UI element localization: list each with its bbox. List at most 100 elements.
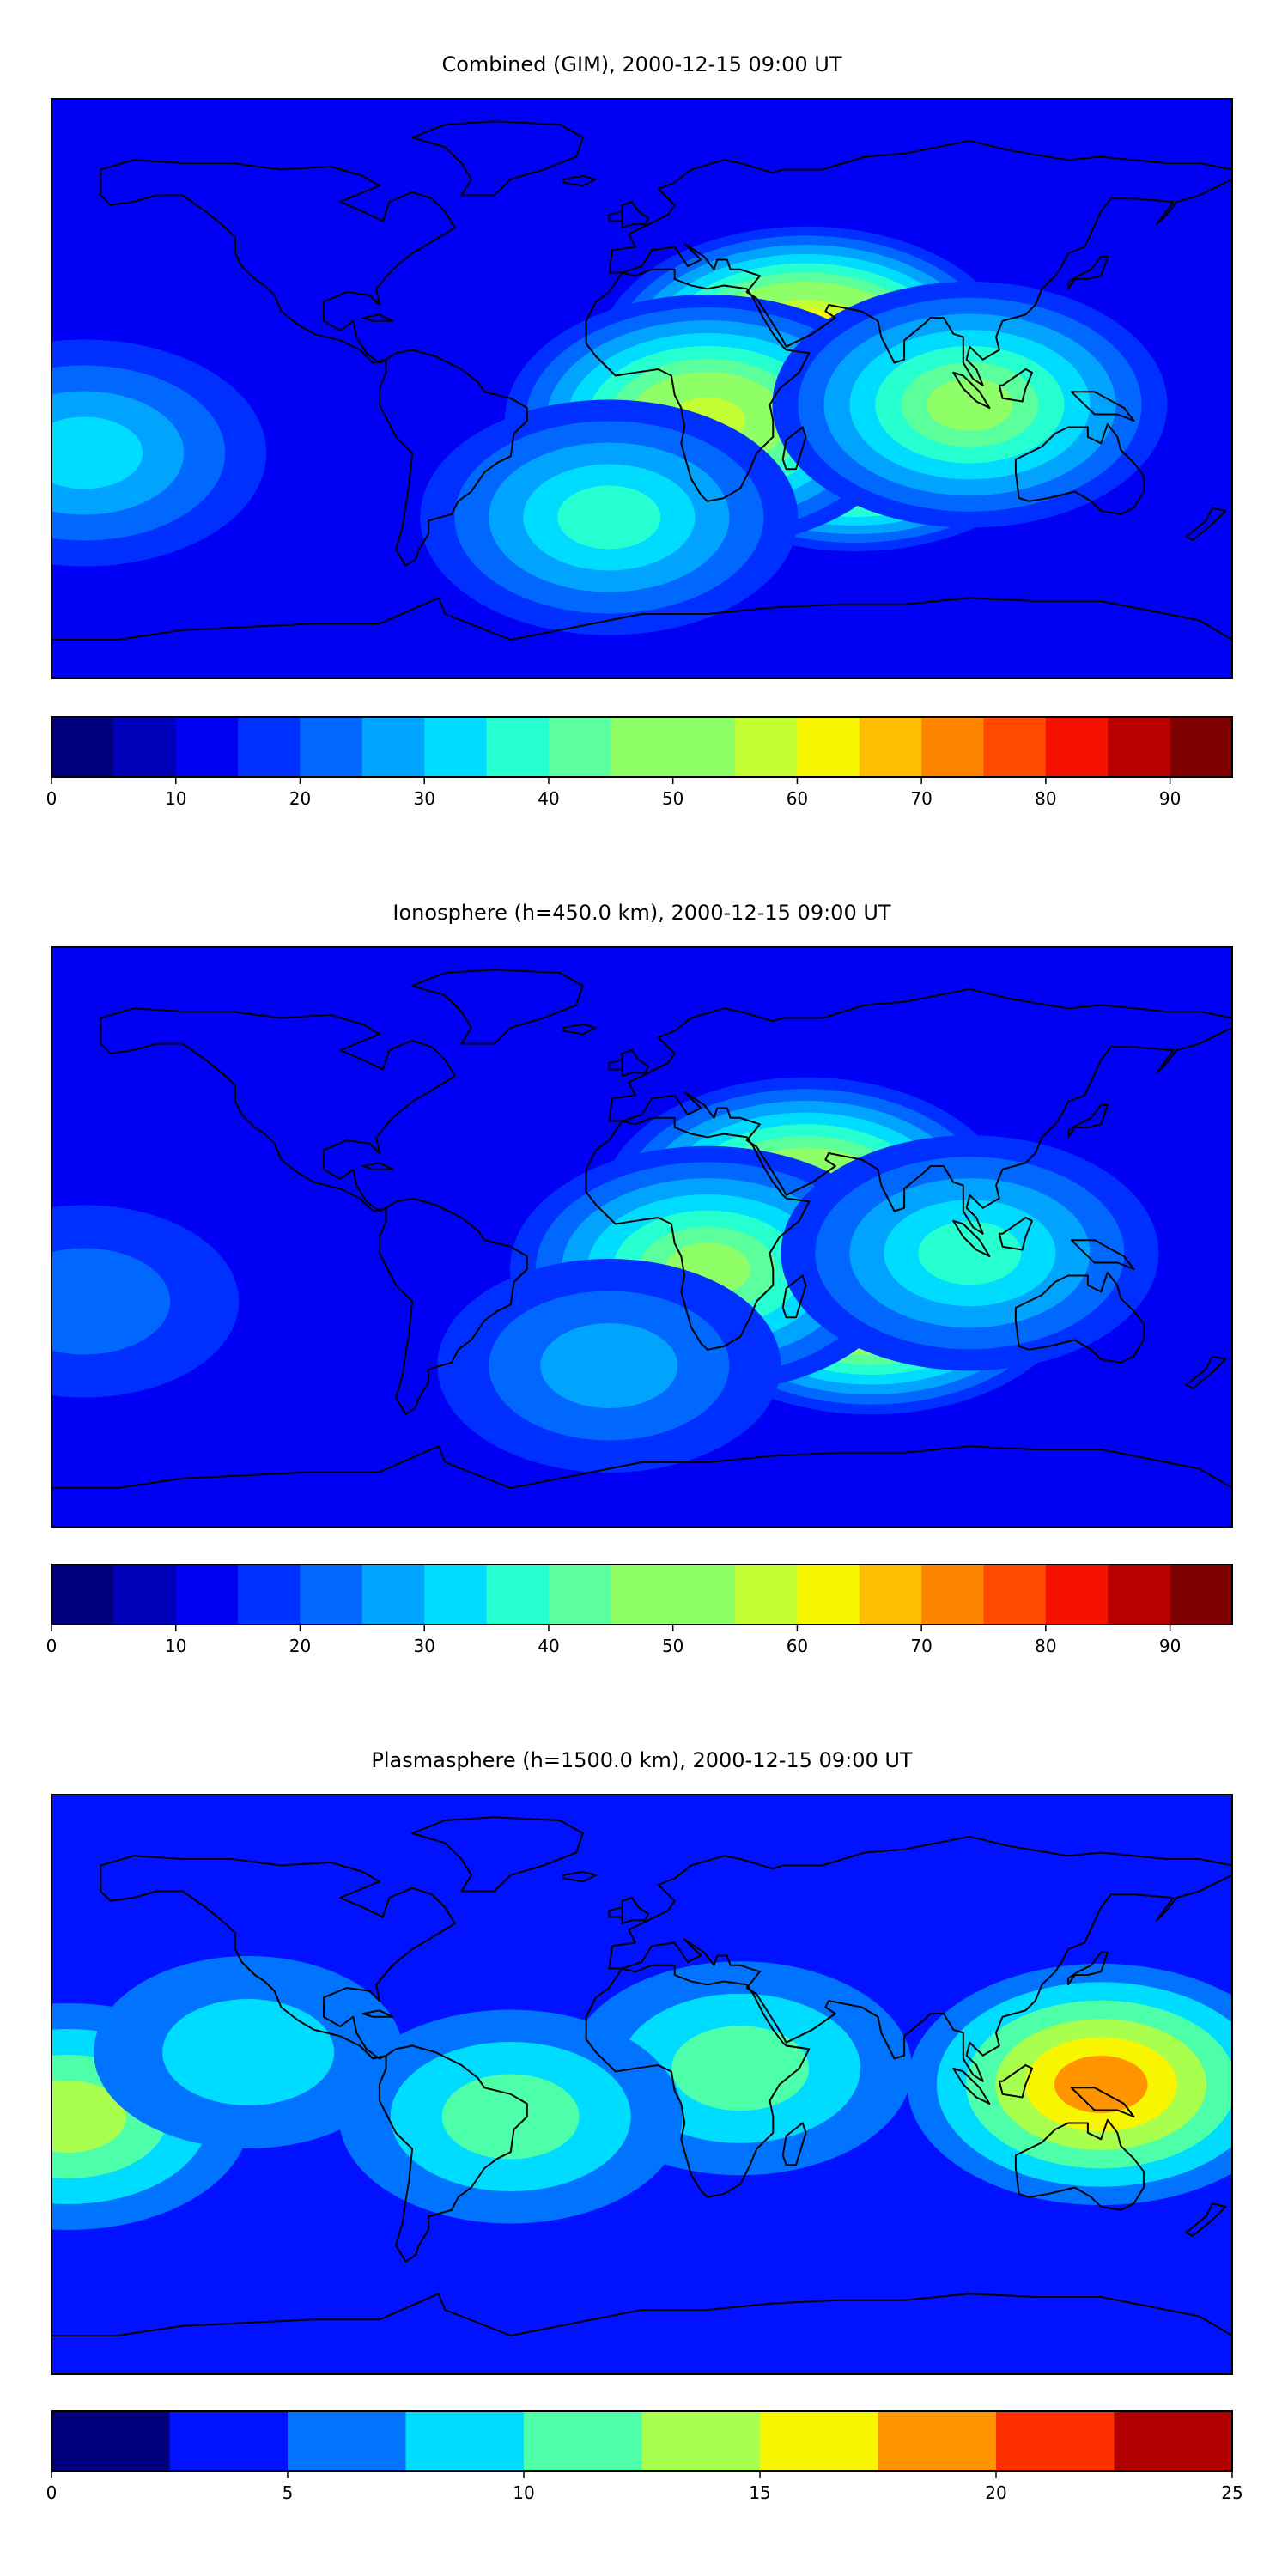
coastline-1 (100, 1007, 456, 1212)
map-frame (51, 946, 1233, 1528)
coastline-8 (621, 201, 650, 228)
colorbar: 0 10 20 30 40 50 60 70 80 90 (46, 1564, 1233, 1656)
coastline-16 (361, 2009, 394, 2018)
colorbar-tick-label: 40 (538, 788, 559, 809)
colorbar-bin-4 (300, 1564, 363, 1625)
map-frame (51, 98, 1233, 679)
colorbar-tick-label: 80 (1035, 1636, 1056, 1656)
colorbar-tick-label: 10 (165, 788, 186, 809)
coastline-1 (100, 159, 456, 364)
colorbar-bin-16 (1045, 1564, 1109, 1625)
colorbar-bin-17 (1108, 717, 1171, 777)
colorbar-bin-11 (735, 717, 799, 777)
colorbar-bin-5 (361, 1564, 425, 1625)
colorbar-bin-12 (797, 717, 860, 777)
colorbar-tick-label: 80 (1035, 788, 1056, 809)
colorbar-bin-1 (113, 717, 177, 777)
coastline-13 (952, 2067, 991, 2105)
coastline-13 (952, 1219, 991, 1257)
coastlines (52, 969, 1232, 1527)
coastline-8 (621, 1049, 650, 1077)
coastline-15 (1070, 2087, 1135, 2117)
coastline-11 (781, 2122, 807, 2166)
coastline-15 (1070, 1239, 1135, 1270)
colorbar-bin-3 (238, 1564, 301, 1625)
colorbar-tick-label: 0 (46, 2482, 58, 2503)
value-blob-6 (52, 1205, 240, 1398)
colorbar-tick-label: 25 (1221, 2482, 1242, 2503)
colorbar-frame (51, 716, 1233, 778)
coastline-3 (411, 969, 584, 1045)
coastline-9 (608, 1059, 623, 1071)
coastline-17 (1185, 507, 1227, 541)
colorbar-bin-12 (797, 1564, 860, 1625)
colorbar-bin-10 (672, 717, 736, 777)
coastline-17 (1185, 2202, 1227, 2237)
colorbar-bin-7 (486, 1564, 550, 1625)
panel-title: Ionosphere (h=450.0 km), 2000-12-15 09:0… (392, 901, 890, 925)
coastline-11 (781, 426, 807, 471)
colorbar-bin-9 (1114, 2411, 1233, 2471)
map-frame (51, 1794, 1233, 2375)
coastline-15 (1070, 391, 1135, 422)
colorbar-bin-1 (169, 2411, 289, 2471)
colorbar-bin-8 (548, 717, 611, 777)
colorbar-bin-1 (113, 1564, 177, 1625)
colorbar-tick-label: 70 (910, 1636, 932, 1656)
colorbar-bin-0 (52, 717, 114, 777)
colorbar-tick-label: 20 (985, 2482, 1006, 2503)
colorbar-tick-label: 40 (538, 1636, 559, 1656)
colorbar-bin-15 (983, 1564, 1047, 1625)
contour-level-3 (162, 1999, 335, 2105)
value-field (52, 1795, 1232, 2374)
colorbar-bin-6 (424, 1564, 488, 1625)
colorbar-tick-label: 50 (662, 1636, 683, 1656)
panel-3: Plasmasphere (h=1500.0 km), 2000-12-15 0… (46, 1748, 1243, 2503)
colorbar-tick-label: 5 (283, 2482, 294, 2503)
coastline-2 (378, 2044, 528, 2263)
colorbar-bin-0 (52, 2411, 171, 2471)
coastline-7 (52, 597, 1232, 678)
value-blob-6 (52, 339, 267, 567)
colorbar-bin-13 (859, 717, 922, 777)
colorbar-bin-7 (878, 2411, 997, 2471)
colorbar: 0 10 20 30 40 50 60 70 80 90 (46, 716, 1233, 809)
contour-level-4 (52, 1248, 171, 1355)
colorbar-frame (51, 2410, 1233, 2472)
coastline-7 (52, 2293, 1232, 2374)
colorbar-tick-label: 60 (787, 788, 808, 809)
coastline-9 (608, 210, 623, 222)
colorbar-tick-label: 30 (413, 788, 434, 809)
colorbar-bin-14 (921, 717, 985, 777)
coastline-2 (378, 349, 528, 567)
colorbar-tick-label: 0 (46, 1636, 58, 1656)
colorbar-bin-8 (548, 1564, 611, 1625)
colorbar-bin-4 (300, 717, 363, 777)
colorbar-bin-11 (735, 1564, 799, 1625)
coastline-10 (562, 1871, 597, 1883)
coastline-16 (361, 1162, 394, 1170)
colorbar-bin-6 (760, 2411, 879, 2471)
coastline-10 (562, 1024, 597, 1036)
colorbar-bin-9 (611, 1564, 674, 1625)
colorbar-bin-2 (175, 1564, 239, 1625)
panel-2: Ionosphere (h=450.0 km), 2000-12-15 09:0… (46, 901, 1233, 1656)
colorbar-bin-15 (983, 717, 1047, 777)
colorbar-bin-16 (1045, 717, 1109, 777)
coastline-12 (1067, 1103, 1109, 1139)
colorbar-frame (51, 1564, 1233, 1625)
contour-level-7 (557, 485, 661, 550)
colorbar-bin-2 (175, 717, 239, 777)
value-blob-4 (772, 282, 1168, 528)
colorbar-tick-label: 90 (1159, 788, 1181, 809)
coastline-7 (52, 1445, 1232, 1527)
colorbar-tick-label: 70 (910, 788, 932, 809)
contour-level-4 (441, 2074, 580, 2160)
colorbar-bin-8 (996, 2411, 1115, 2471)
panel-1: Combined (GIM), 2000-12-15 09:00 UT 0 10 20… (46, 52, 1233, 809)
coastline-4 (608, 1835, 1232, 2082)
value-blob-5 (437, 1259, 781, 1473)
value-field (52, 99, 1232, 678)
colorbar-tick-label: 20 (289, 788, 311, 809)
contour-level-5 (540, 1323, 678, 1408)
